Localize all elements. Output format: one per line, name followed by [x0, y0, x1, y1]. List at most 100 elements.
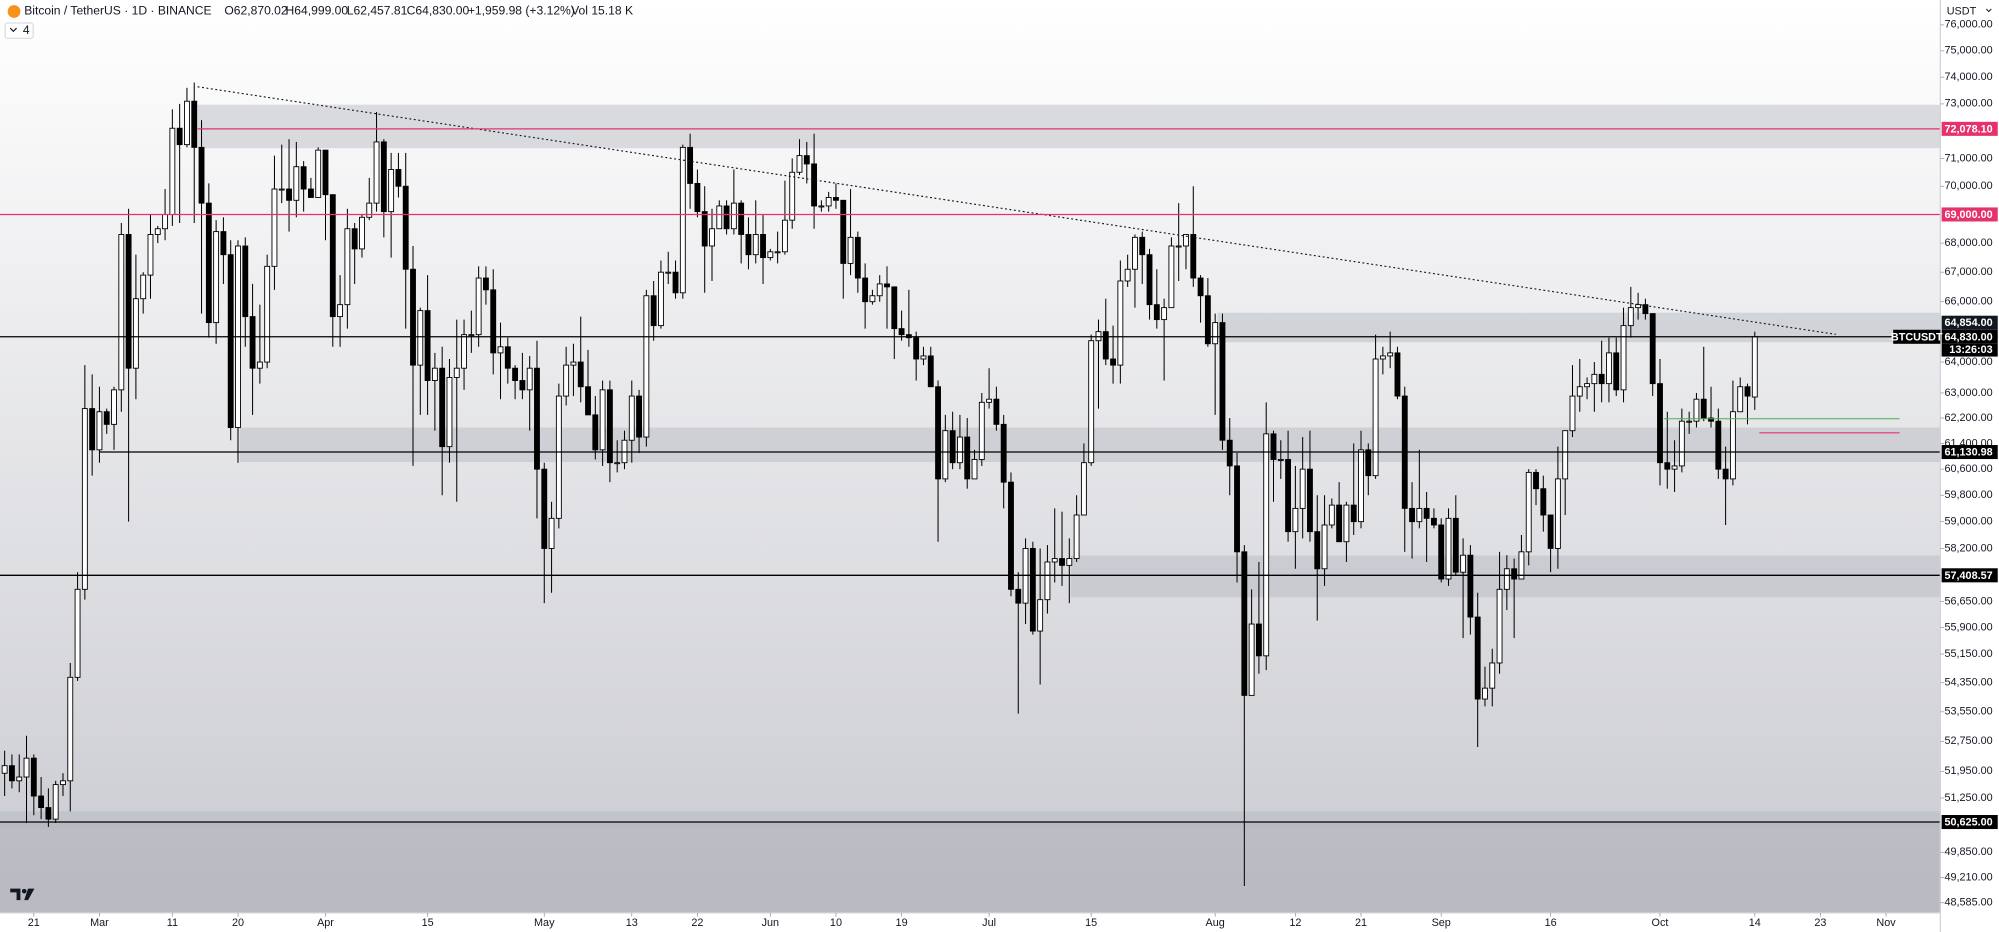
candle-body	[577, 361, 584, 388]
candle-body	[1744, 386, 1751, 397]
candle-body	[957, 436, 963, 464]
candle-body	[1044, 561, 1051, 601]
trendline	[197, 86, 1836, 335]
candle-body	[271, 188, 278, 267]
candle-body	[52, 784, 59, 820]
x-tick-label: 21	[28, 917, 40, 929]
candle-body	[869, 295, 876, 303]
candle-body	[650, 295, 657, 327]
candle-body	[9, 765, 15, 782]
candle-body	[1051, 558, 1058, 563]
candle-body	[475, 277, 482, 336]
candle-body	[1241, 551, 1248, 696]
price-box	[1941, 207, 1998, 222]
candle-body	[745, 234, 752, 256]
candle-body	[1117, 280, 1124, 366]
levels	[0, 86, 1941, 823]
y-tick-label: 59,800.00	[1944, 489, 1992, 501]
candle-body	[1569, 395, 1576, 432]
candle-body	[1613, 352, 1620, 391]
candle-body	[1686, 420, 1693, 423]
price-box-label: 50,625.00	[1944, 817, 1992, 829]
candle-body	[16, 776, 23, 782]
candle-body	[541, 468, 548, 549]
y-tick-label: 49,210.00	[1944, 872, 1992, 884]
candle-body	[1307, 468, 1313, 533]
candle-body	[388, 169, 395, 213]
candle-body	[1635, 304, 1642, 309]
y-tick-label: 52,750.00	[1944, 735, 1992, 747]
candle-body	[337, 304, 344, 318]
candle-body	[1664, 462, 1671, 470]
zone	[197, 104, 1941, 149]
candle-body	[942, 430, 949, 480]
chevron-icon	[1985, 8, 1992, 13]
candle-body	[694, 182, 701, 213]
candle-body	[563, 364, 570, 397]
x-tick-label: 10	[830, 917, 842, 929]
candle-body	[1073, 514, 1080, 560]
candle-body	[1161, 307, 1168, 321]
candle-body	[373, 141, 380, 204]
candle-body	[1474, 616, 1481, 700]
y-tick-label: 67,000.00	[1944, 266, 1992, 278]
candle-body	[1708, 417, 1714, 422]
candle-body	[67, 676, 74, 782]
candle-body	[1328, 504, 1335, 526]
price-box-label: 57,408.57	[1944, 570, 1992, 582]
candle-body	[884, 283, 890, 288]
candle-body	[256, 361, 263, 369]
candle-body	[767, 251, 774, 259]
candle-body	[359, 216, 365, 250]
candle-body	[191, 100, 198, 148]
indicator-toggle[interactable]	[4, 22, 34, 39]
candle-body	[1248, 623, 1255, 696]
candle-body	[1409, 507, 1415, 523]
price-box-label: 61,130.98	[1944, 447, 1992, 459]
candle-body	[242, 245, 249, 318]
candle-body	[74, 588, 81, 678]
candle-body	[1314, 531, 1321, 570]
y-tick-label: 58,200.00	[1944, 542, 1992, 554]
candle-body	[1715, 420, 1722, 470]
y-tick-label: 73,000.00	[1944, 98, 1992, 110]
x-tick-label: Jul	[982, 917, 996, 929]
candle-body	[45, 807, 52, 820]
candle-body	[410, 268, 416, 366]
candle-body	[300, 166, 307, 190]
candle-body	[1729, 411, 1736, 480]
currency-label[interactable]: USDT	[1947, 5, 1977, 17]
candle-body	[147, 234, 154, 276]
legend-high: H64,999.00	[286, 4, 349, 18]
candle-body	[1285, 459, 1292, 533]
countdown-label: 13:26:03	[1949, 344, 1992, 356]
candle-body	[1066, 558, 1073, 566]
price-box-label: 69,000.00	[1944, 209, 1992, 221]
candle-body	[1620, 325, 1627, 391]
candle-body	[1153, 304, 1160, 321]
candle-body	[862, 277, 869, 303]
price-box-label: 64,830.00	[1944, 331, 1992, 343]
candle-body	[213, 231, 220, 324]
candle-body	[1547, 514, 1554, 549]
candle-body	[1482, 687, 1488, 700]
candle-body	[1219, 322, 1226, 441]
candle-body	[891, 286, 898, 330]
tv-logo	[10, 888, 35, 901]
legend-open: O62,870.02	[224, 4, 288, 18]
candle-body	[1008, 481, 1014, 590]
candle-body	[1627, 307, 1634, 327]
x-tick-label: Mar	[90, 917, 109, 929]
candle-body	[278, 188, 285, 191]
symbol-box	[1893, 329, 1941, 344]
candle-body	[1562, 430, 1569, 480]
candle-body	[96, 411, 103, 451]
candle-body	[227, 254, 234, 428]
candle-body	[497, 346, 504, 354]
candle-body	[1204, 295, 1211, 345]
candle-body	[898, 328, 905, 336]
candle-body	[526, 367, 533, 391]
price-box	[1941, 329, 1998, 344]
candle-body	[1423, 507, 1430, 519]
